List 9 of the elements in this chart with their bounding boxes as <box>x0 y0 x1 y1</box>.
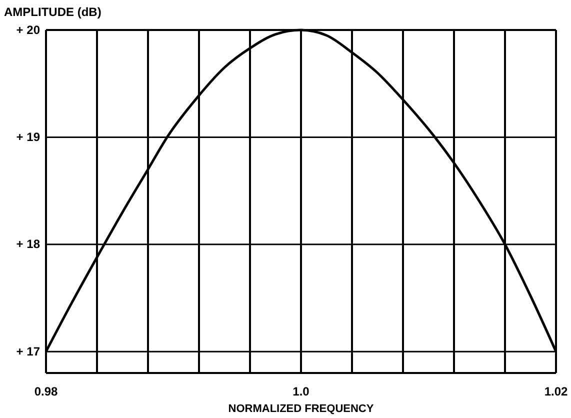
x-tick-label: 0.98 <box>34 384 58 399</box>
y-tick-label: + 19 <box>16 130 40 144</box>
y-tick-label: + 17 <box>16 344 40 358</box>
x-tick-label: 1.02 <box>544 384 568 399</box>
x-axis-title: NORMALIZED FREQUENCY <box>228 403 374 415</box>
y-tick-label: + 18 <box>16 237 40 252</box>
y-axis-title: AMPLITUDE (dB) <box>4 5 102 19</box>
y-tick-label: + 20 <box>16 22 40 37</box>
x-tick-label: 1.0 <box>292 384 310 399</box>
